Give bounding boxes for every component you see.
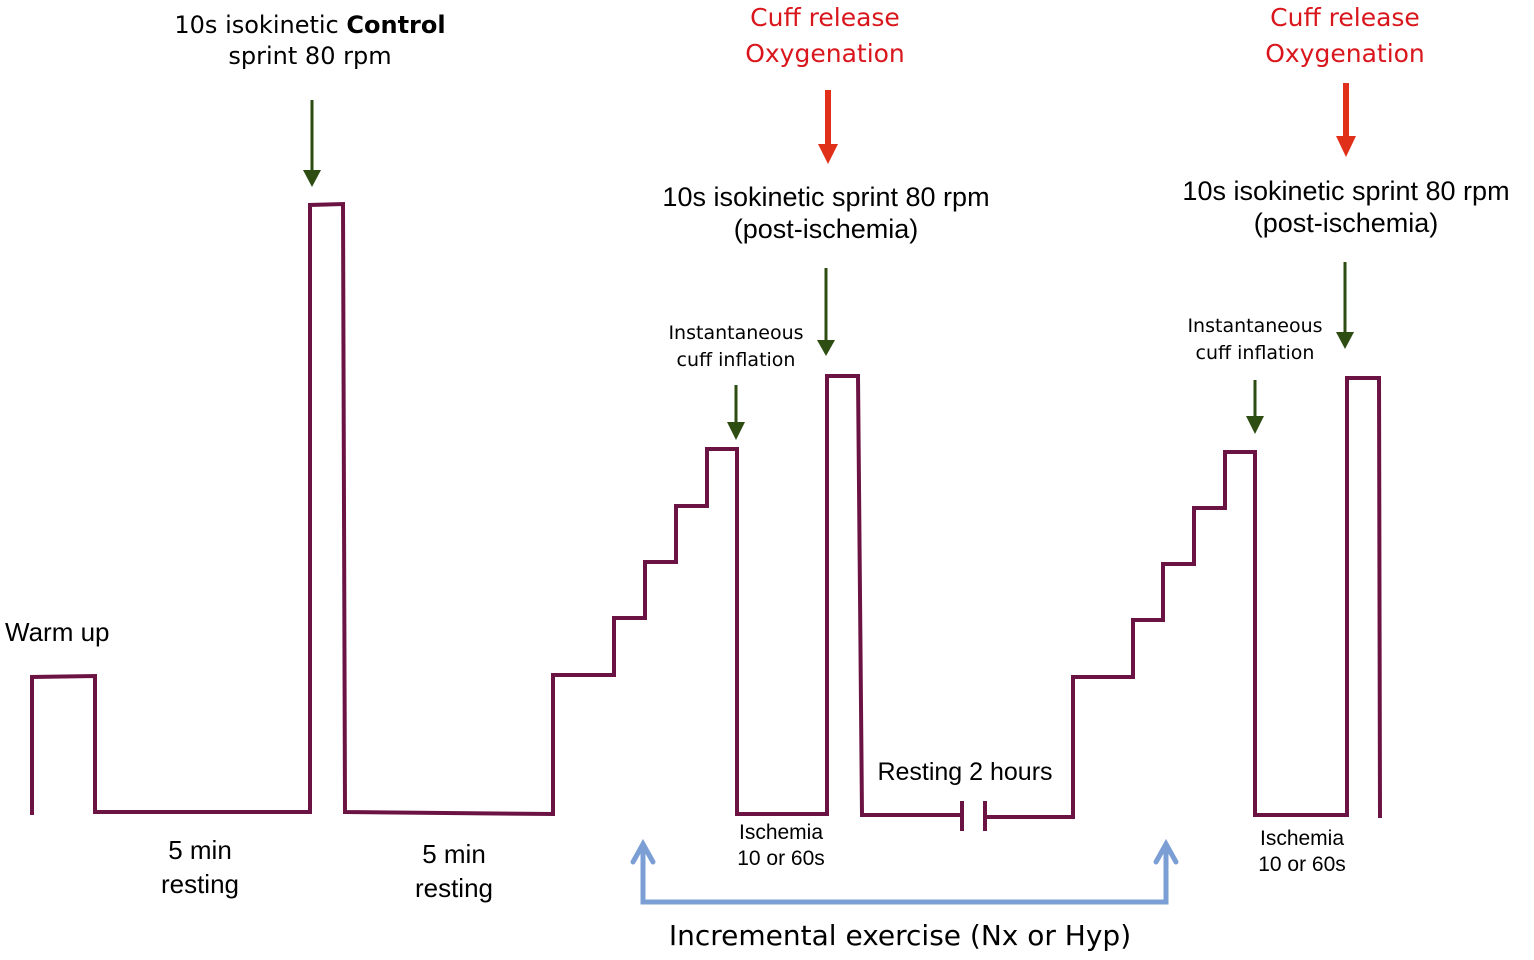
warm-up-label: Warm up bbox=[5, 617, 110, 647]
resting-2h-label: Resting 2 hours bbox=[877, 758, 1053, 786]
cuff-inflation-1-line2: cuff inflation bbox=[676, 349, 796, 371]
control-sprint-text: 10s isokinetic bbox=[174, 11, 347, 39]
rest1-line2: resting bbox=[160, 868, 240, 899]
green-arrow-down-icon bbox=[817, 268, 835, 356]
ischemia-label-2: Ischemia 10 or 60s bbox=[1227, 826, 1377, 878]
rest2-line1: 5 min bbox=[422, 839, 486, 869]
control-sprint-line2: sprint 80 rpm bbox=[228, 42, 392, 71]
cuff-release-2-line1: Cuff release bbox=[1270, 3, 1420, 32]
ischemia-1-line1: Ischemia bbox=[738, 821, 824, 844]
cuff-release-2-line2: Oxygenation bbox=[1265, 39, 1425, 68]
control-sprint-bold-text: Control bbox=[346, 11, 446, 39]
red-arrow-down-icon bbox=[818, 90, 838, 164]
blue-bracket-arrow-icon bbox=[630, 838, 1179, 905]
cuff-release-1-line1: Cuff release bbox=[750, 3, 900, 32]
cuff-inflation-label-2: Instantaneous cuff inflation bbox=[1155, 313, 1355, 367]
red-arrow-down-icon bbox=[1336, 83, 1356, 157]
cuff-release-1-line2: Oxygenation bbox=[745, 39, 905, 68]
protocol-trace-part2 bbox=[985, 376, 1382, 819]
ischemia-2-line1: Ischemia bbox=[1259, 827, 1345, 850]
incremental-exercise-label: Incremental exercise (Nx or Hyp) bbox=[668, 919, 1132, 952]
green-arrow-down-icon bbox=[1246, 380, 1264, 434]
cuff-inflation-label-1: Instantaneous cuff inflation bbox=[636, 320, 836, 374]
cuff-release-label-1: Cuff release Oxygenation bbox=[700, 0, 950, 72]
sprint-post-1-line1: 10s isokinetic sprint 80 rpm bbox=[662, 182, 990, 212]
rest1-label: 5 min resting bbox=[120, 834, 280, 902]
ischemia-2-line2: 10 or 60s bbox=[1258, 853, 1346, 876]
cuff-inflation-2-line2: cuff inflation bbox=[1195, 342, 1315, 364]
green-arrow-down-icon bbox=[727, 385, 745, 440]
cuff-release-label-2: Cuff release Oxygenation bbox=[1220, 0, 1470, 72]
cuff-inflation-1-line1: Instantaneous bbox=[668, 322, 804, 344]
control-sprint-label: 10s isokinetic Control sprint 80 rpm bbox=[160, 10, 460, 72]
ischemia-1-line2: 10 or 60s bbox=[737, 847, 825, 870]
rest2-line2: resting bbox=[414, 872, 494, 903]
sprint-post-label-1: 10s isokinetic sprint 80 rpm (post-ische… bbox=[626, 181, 1026, 245]
green-arrow-down-icon bbox=[303, 100, 321, 187]
green-arrow-down-icon bbox=[1336, 262, 1354, 349]
sprint-post-1-line2: (post-ischemia) bbox=[733, 214, 919, 244]
ischemia-label-1: Ischemia 10 or 60s bbox=[706, 820, 856, 872]
sprint-post-2-line2: (post-ischemia) bbox=[1253, 208, 1439, 238]
protocol-trace-part1 bbox=[30, 201, 962, 817]
rest2-label: 5 min resting bbox=[374, 838, 534, 906]
cuff-inflation-2-line1: Instantaneous bbox=[1187, 315, 1323, 337]
sprint-post-label-2: 10s isokinetic sprint 80 rpm (post-ische… bbox=[1146, 175, 1534, 239]
rest1-line1: 5 min bbox=[168, 835, 232, 865]
sprint-post-2-line1: 10s isokinetic sprint 80 rpm bbox=[1182, 176, 1510, 206]
